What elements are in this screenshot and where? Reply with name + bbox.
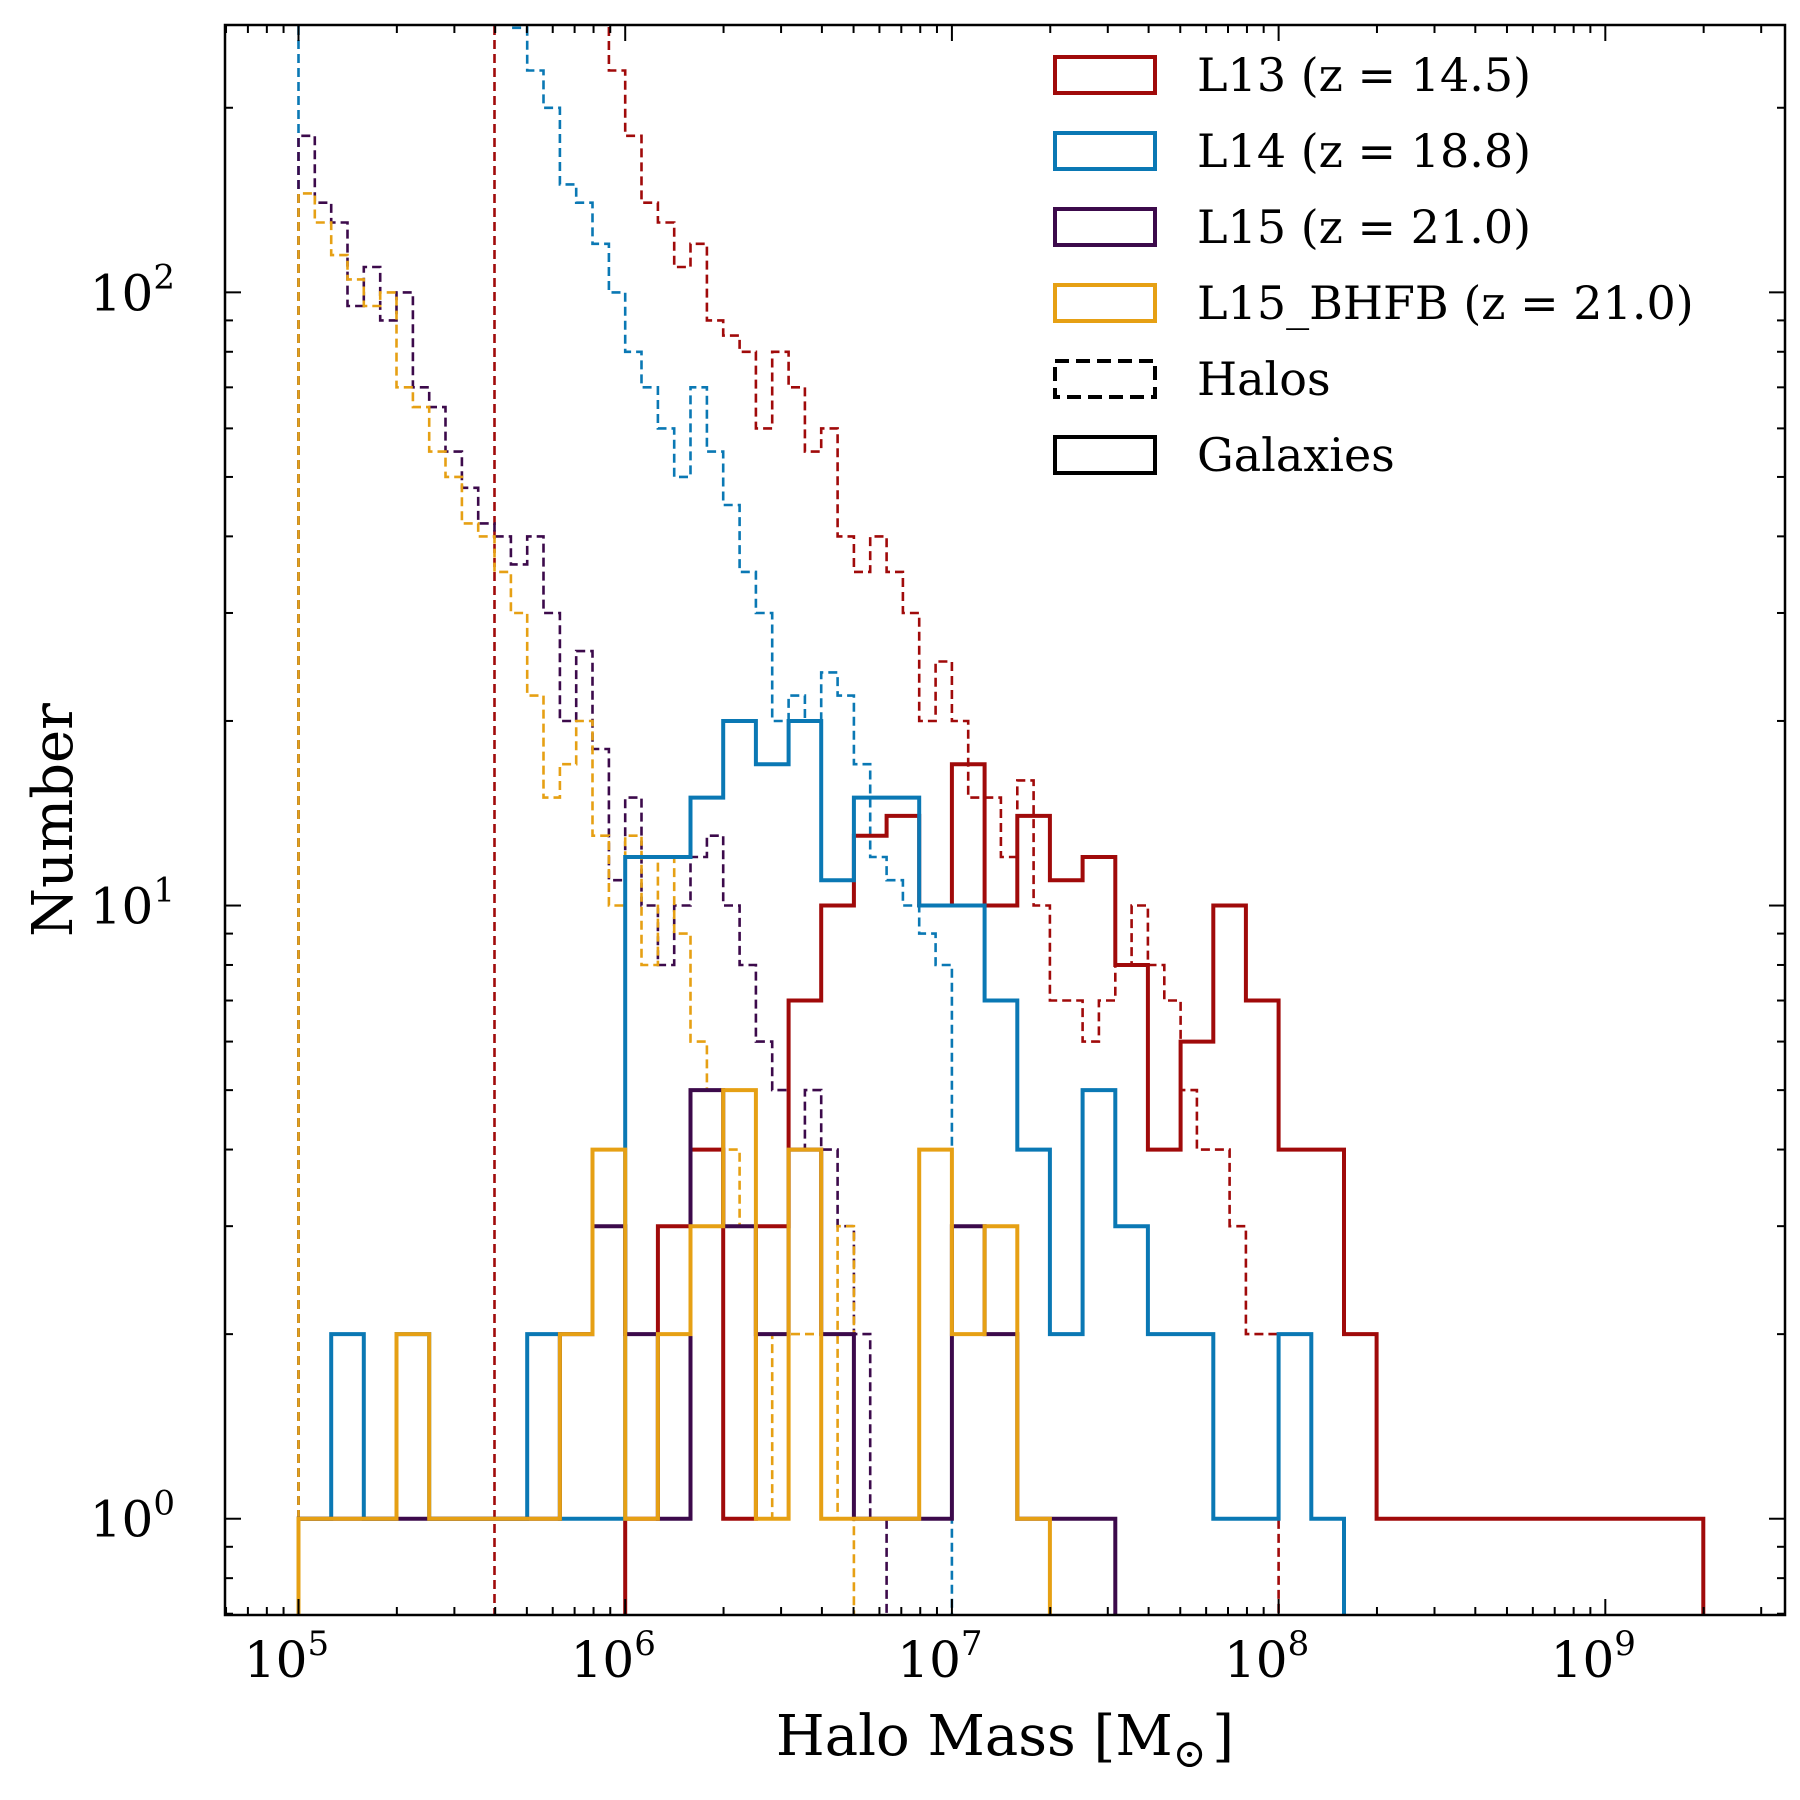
y-tick-label-exp: 2 xyxy=(153,257,175,297)
x-tick-label-exp: 9 xyxy=(1614,1624,1636,1664)
legend-swatch xyxy=(1053,283,1157,323)
legend-swatch xyxy=(1053,55,1157,95)
series-l13-halos xyxy=(493,25,1280,1615)
legend-label: L13 (z = 14.5) xyxy=(1197,48,1531,102)
legend-swatch xyxy=(1053,207,1157,247)
legend-entry-l13-z-14-5: L13 (z = 14.5) xyxy=(1053,48,1531,102)
legend-entry-galaxies: Galaxies xyxy=(1053,428,1395,482)
x-tick-label-exp: 5 xyxy=(308,1624,330,1664)
legend-label: L15_BHFB (z = 21.0) xyxy=(1197,276,1694,330)
x-axis-label-text: Halo Mass [M xyxy=(776,1704,1173,1769)
plot-frame xyxy=(223,23,1787,1617)
legend-label: L14 (z = 18.8) xyxy=(1197,124,1531,178)
y-tick-label-0: 100 xyxy=(90,1484,175,1549)
x-tick-label-3: 108 xyxy=(1224,1624,1309,1689)
x-tick-label-base: 10 xyxy=(244,1631,308,1689)
y-tick-label-base: 10 xyxy=(90,1491,154,1549)
legend-label: Galaxies xyxy=(1197,428,1395,482)
series-layer xyxy=(296,25,1706,1615)
x-tick-label-exp: 6 xyxy=(634,1624,656,1664)
x-tick-labels: 105 106 107 108 109 xyxy=(244,1624,1636,1689)
y-tick-label-base: 10 xyxy=(90,878,154,936)
x-tick-label-4: 109 xyxy=(1551,1624,1636,1689)
sun-symbol: ⊙ xyxy=(1173,1731,1207,1777)
x-axis-label: Halo Mass [M⊙] xyxy=(776,1704,1234,1777)
y-tick-labels: 100101102103 xyxy=(90,257,175,1549)
legend: L13 (z = 14.5) L14 (z = 18.8) L15 (z = 21.… xyxy=(1053,48,1694,482)
y-tick-label-exp: 0 xyxy=(153,1484,175,1524)
legend-entry-l15-z-21-0: L15 (z = 21.0) xyxy=(1053,200,1531,254)
legend-swatch xyxy=(1053,359,1157,399)
series-l14-halos xyxy=(297,25,954,1615)
legend-entry-halos: Halos xyxy=(1053,352,1331,406)
y-axis-label: Number xyxy=(21,703,86,937)
x-tick-label-base: 10 xyxy=(1224,1631,1288,1689)
x-tick-label-exp: 8 xyxy=(1288,1624,1310,1664)
x-tick-label-0: 105 xyxy=(244,1624,329,1689)
x-tick-label-base: 10 xyxy=(571,1631,635,1689)
legend-swatch xyxy=(1053,131,1157,171)
legend-entry-l14-z-18-8: L14 (z = 18.8) xyxy=(1053,124,1531,178)
y-tick-label-base: 10 xyxy=(90,264,154,322)
x-tick-label-base: 10 xyxy=(1551,1631,1615,1689)
legend-label: L15 (z = 21.0) xyxy=(1197,200,1531,254)
y-tick-label-1: 101 xyxy=(90,871,175,936)
series-l15-bhfb-galaxies xyxy=(296,1088,1052,1615)
legend-swatch xyxy=(1053,435,1157,475)
y-tick-label-2: 102 xyxy=(90,257,175,322)
y-tick-label-exp: 1 xyxy=(153,871,175,911)
x-tick-label-1: 106 xyxy=(571,1624,656,1689)
series-l13-galaxies xyxy=(623,762,1706,1615)
ticks-layer xyxy=(225,25,1785,1615)
x-axis-label-close: ] xyxy=(1212,1704,1234,1769)
x-tick-label-base: 10 xyxy=(897,1631,961,1689)
legend-label: Halos xyxy=(1197,352,1331,406)
legend-entry-l15-bhfb-z-21-0: L15_BHFB (z = 21.0) xyxy=(1053,276,1694,330)
x-tick-label-exp: 7 xyxy=(961,1624,983,1664)
x-tick-label-2: 107 xyxy=(897,1624,982,1689)
